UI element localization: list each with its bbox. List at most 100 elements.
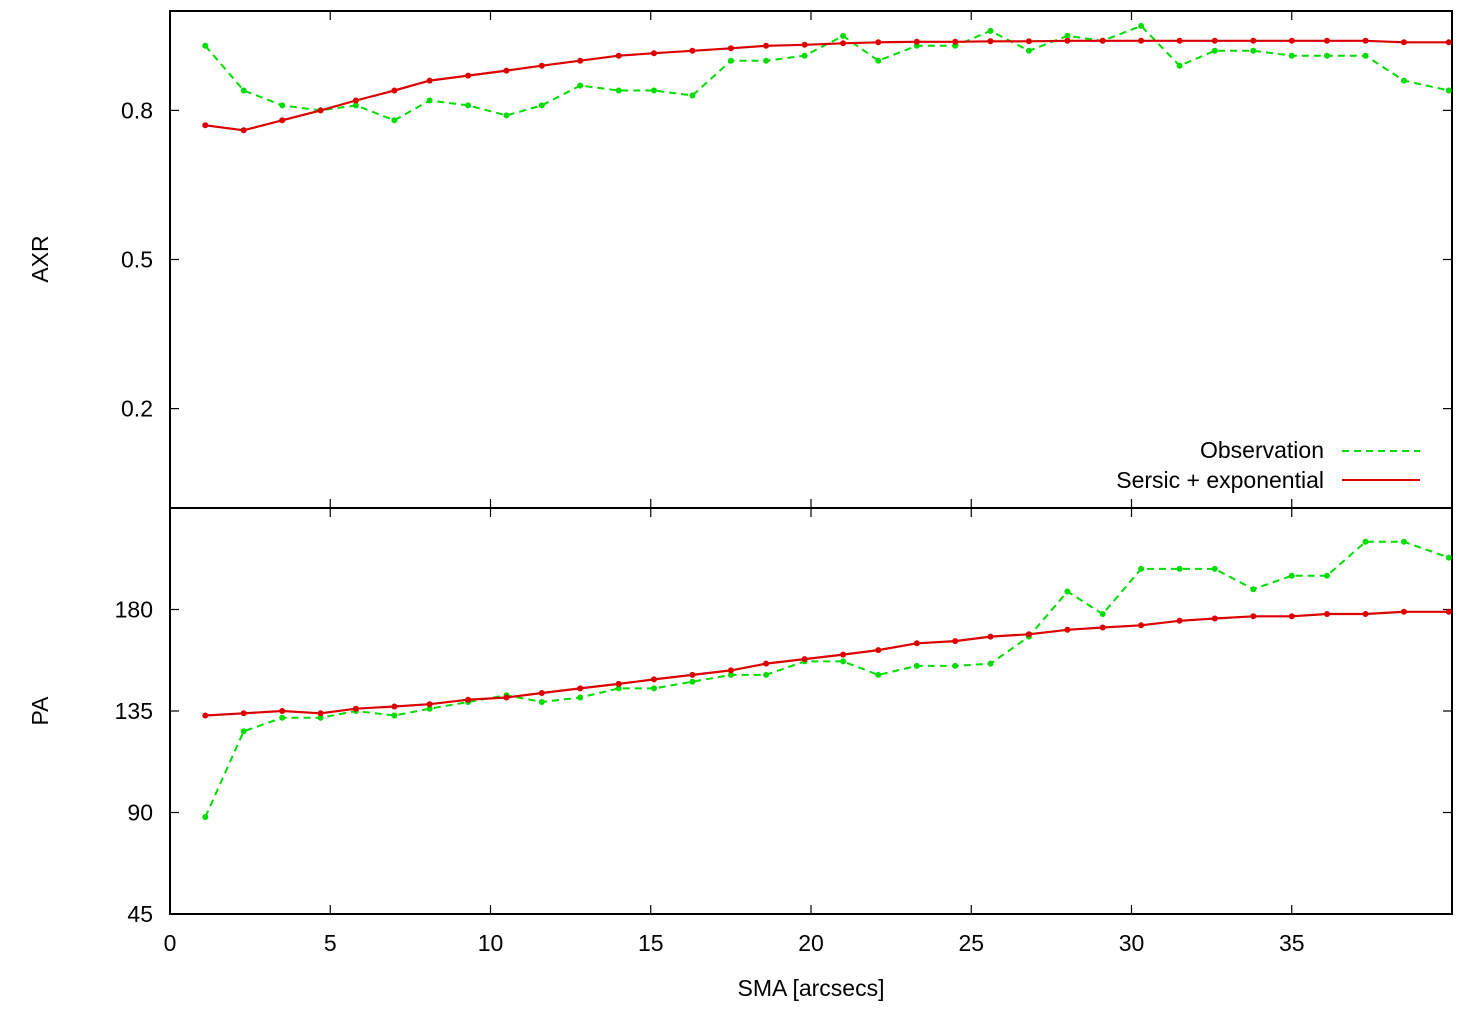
pa-model-point	[615, 680, 622, 687]
pa-observation-point	[840, 658, 847, 665]
pa-model-point	[801, 656, 808, 663]
pa-model-point	[651, 676, 657, 683]
axr-panel: 0.2 0.5 0.8 AXR Observation Sersic + expon…	[27, 10, 1453, 509]
axr-observation-point	[1176, 62, 1183, 69]
axr-observation-point	[1362, 52, 1369, 59]
pa-y-tick-label: 180	[115, 597, 153, 623]
pa-model-point	[1362, 611, 1369, 617]
pa-model-point	[279, 708, 286, 714]
axr-model-point	[240, 127, 247, 134]
pa-observation-point	[987, 660, 994, 667]
axr-observation-point	[1211, 47, 1218, 54]
pa-observation-point	[317, 714, 324, 721]
axr-model-point	[426, 77, 433, 84]
axr-model-point	[727, 45, 734, 52]
pa-observation-point	[1250, 586, 1257, 593]
axr-model-point	[801, 41, 808, 48]
axr-model-point	[279, 117, 286, 124]
pa-observation-point	[1176, 565, 1183, 572]
axr-observation-point	[577, 82, 584, 89]
pa-panel: 45 90 135 180 PA	[27, 507, 1453, 927]
pa-observation-point	[615, 685, 622, 692]
pa-observation-point	[952, 662, 959, 669]
axr-ylabel: AXR	[27, 235, 53, 282]
axr-observation-point	[202, 42, 209, 49]
axr-model-point	[1362, 37, 1369, 44]
pa-model-point	[1445, 608, 1452, 615]
pa-observation-point	[577, 694, 584, 701]
pa-observation-point	[1445, 554, 1452, 561]
x-tick-label: 10	[478, 930, 504, 956]
axr-marks	[202, 22, 1452, 134]
pa-model-point	[1138, 622, 1145, 629]
axr-model-point	[202, 122, 209, 129]
axr-observation-point	[465, 102, 472, 109]
x-tick-label: 20	[798, 930, 824, 956]
axr-model-point	[615, 52, 622, 59]
x-tick-label: 35	[1279, 930, 1305, 956]
pa-observation-point	[1138, 565, 1145, 572]
axr-observation-point	[279, 102, 286, 109]
axr-observation-point	[1400, 77, 1407, 84]
pa-observation-point	[1324, 572, 1330, 579]
axr-observation-point	[801, 52, 808, 59]
axr-model-point	[1138, 37, 1145, 44]
axr-model-point	[1025, 38, 1032, 45]
axr-observation-point	[987, 27, 994, 34]
axr-observation-point	[1445, 87, 1452, 94]
axr-model-point	[689, 47, 696, 54]
axr-observation-point	[538, 102, 545, 109]
pa-observation-point	[763, 671, 770, 678]
pa-model-point	[913, 640, 920, 647]
pa-series-observation-line	[204, 540, 1450, 818]
pa-model-point	[987, 633, 994, 640]
axr-y-tick-label: 0.8	[121, 97, 153, 123]
pa-model-point	[1064, 626, 1071, 633]
axr-observation-point	[689, 92, 696, 99]
axr-observation-point	[352, 102, 359, 109]
axr-observation-point	[1324, 52, 1330, 59]
pa-observation-point	[1064, 588, 1071, 595]
pa-observation-point	[538, 699, 545, 705]
pa-observation-point	[391, 712, 398, 719]
axr-ticks: 0.2 0.5 0.8	[121, 97, 1452, 422]
pa-observation-point	[727, 671, 734, 678]
pa-model-point	[1250, 613, 1257, 620]
pa-model-point	[577, 685, 584, 692]
pa-model-point	[1099, 624, 1106, 631]
axr-model-point	[1250, 37, 1257, 44]
axr-series-observation-line	[204, 24, 1450, 122]
pa-model-point	[202, 712, 209, 719]
axr-model-point	[503, 67, 510, 74]
pa-ylabel: PA	[27, 696, 53, 726]
axr-model-point	[913, 38, 920, 45]
axr-observation-point	[615, 87, 622, 94]
axr-model-point	[763, 42, 770, 49]
axr-model-point	[1324, 37, 1330, 44]
pa-observation-point	[1211, 565, 1218, 572]
legend: Observation Sersic + exponential	[1116, 437, 1420, 493]
axr-observation-point	[875, 57, 882, 64]
axr-model-point	[577, 57, 584, 64]
axr-model-point	[538, 62, 545, 69]
pa-model-point	[727, 667, 734, 674]
axr-observation-point	[1025, 47, 1032, 54]
pa-series-model-line	[205, 610, 1449, 717]
pa-model-point	[763, 660, 770, 667]
axr-observation-point	[840, 32, 847, 39]
x-axis-title: SMA [arcsecs]	[738, 975, 885, 1001]
pa-model-point	[875, 647, 882, 654]
pa-observation-point	[202, 814, 209, 820]
pa-plot-frame	[169, 507, 1453, 915]
axr-observation-point	[763, 57, 770, 64]
pa-observation-point	[1362, 538, 1369, 545]
x-tick-label: 30	[1119, 930, 1145, 956]
pa-ticks: 45 90 135 180	[115, 597, 1452, 927]
pa-y-tick-label: 135	[115, 698, 153, 724]
axr-plot-frame	[169, 10, 1453, 509]
axr-model-point	[317, 107, 324, 114]
axr-observation-point	[426, 97, 433, 104]
pa-model-point	[1288, 613, 1295, 620]
axr-observation-point	[1288, 52, 1295, 59]
